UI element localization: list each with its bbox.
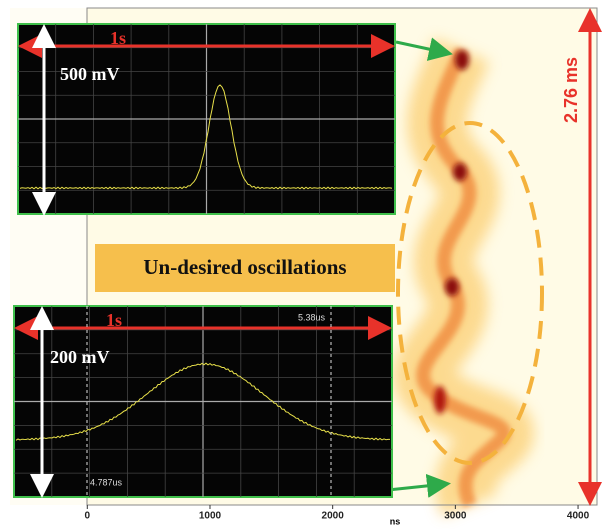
voltage-label: 500 mV: [60, 64, 120, 84]
time-span-label: 2.76 ms: [561, 57, 581, 123]
voltage-label: 200 mV: [50, 347, 110, 367]
link-arrow: [387, 473, 451, 498]
annotation-text: Un-desired oscillations: [143, 255, 346, 279]
time-label: 1s: [106, 310, 122, 330]
scope-trace: [19, 84, 393, 190]
x-tick-label: 2000: [322, 511, 345, 522]
time-label: 1s: [110, 28, 126, 48]
x-tick-label: 1000: [199, 511, 222, 522]
x-tick-label: 4000: [567, 511, 590, 522]
scope-trace: [15, 362, 390, 441]
x-tick-label: 0: [85, 511, 91, 522]
x-axis: 0 1000 2000 3000 4000: [85, 505, 590, 522]
cursor-label: 4.787us: [90, 477, 123, 487]
oscillation-ellipse: [396, 121, 544, 465]
scope-inset: 1s 500 mV: [17, 23, 396, 216]
streak-image: [393, 37, 534, 517]
link-arrow: [395, 37, 453, 61]
x-tick-label: 3000: [444, 511, 467, 522]
annotation-box: [95, 244, 395, 292]
cursor-label: 5.38us: [298, 312, 326, 322]
scope-inset: 1s 200 mV 5.38us 4.787us: [13, 305, 393, 498]
x-axis-label: ns: [390, 516, 401, 526]
